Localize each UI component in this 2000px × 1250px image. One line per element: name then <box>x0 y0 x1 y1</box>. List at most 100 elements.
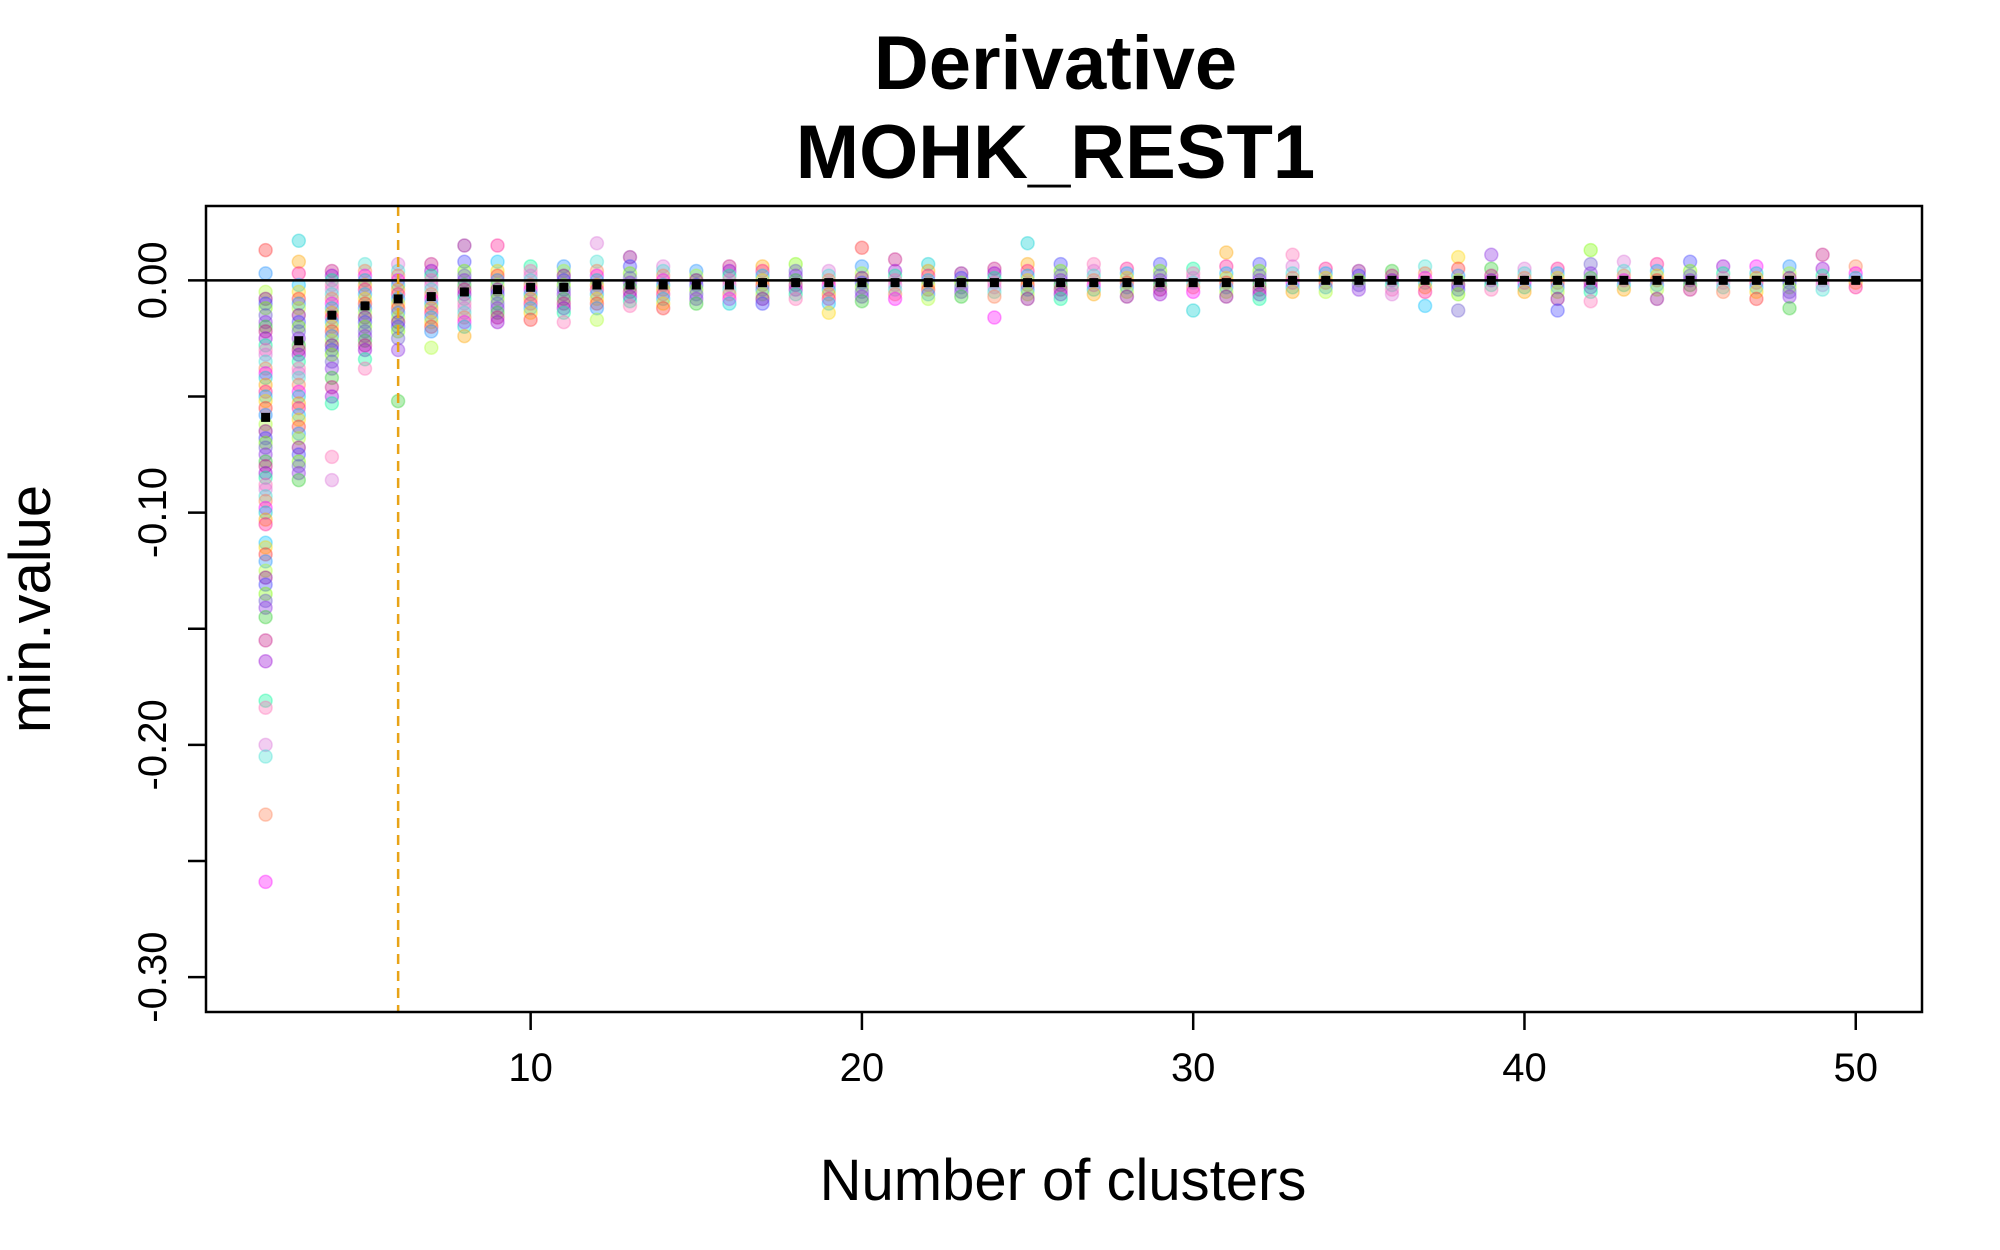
mean-marker-k25 <box>1023 278 1033 288</box>
mean-marker-k4 <box>327 310 337 320</box>
data-point-k21-7 <box>887 291 903 307</box>
mean-marker-k32 <box>1254 278 1264 288</box>
data-point-k11-7 <box>556 291 572 307</box>
data-point-k32-7 <box>1252 291 1267 307</box>
data-point-k2-1 <box>258 266 273 281</box>
mean-marker-k21 <box>890 278 900 288</box>
data-point-k3-4 <box>291 284 307 300</box>
data-point-k25-7 <box>1020 287 1035 302</box>
data-point-k3-18 <box>291 365 307 381</box>
data-point-k48-6 <box>1782 289 1797 304</box>
data-point-k4-19 <box>324 354 340 369</box>
data-point-k18-0 <box>788 256 803 272</box>
data-point-k3-29 <box>291 431 307 446</box>
data-point-k19-6 <box>821 291 837 307</box>
mean-marker-k24 <box>989 278 999 288</box>
mean-marker-k8 <box>459 287 469 297</box>
data-point-k2-52 <box>258 609 273 625</box>
data-point-k10-10 <box>523 305 538 321</box>
data-point-k10-8 <box>523 296 538 311</box>
data-point-k14-7 <box>655 291 671 307</box>
data-point-k19-0 <box>821 263 837 279</box>
data-point-k2-26 <box>258 431 273 446</box>
data-point-k2-5 <box>258 300 273 316</box>
data-point-k2-45 <box>258 554 273 569</box>
data-point-k5-16 <box>357 333 373 348</box>
mean-marker-k27 <box>1089 278 1099 288</box>
data-point-k20-0 <box>854 240 870 256</box>
mean-marker-k10 <box>526 282 536 292</box>
data-point-k10-2 <box>523 268 538 283</box>
data-point-k16-0 <box>722 259 737 274</box>
mean-marker-k47 <box>1751 275 1761 285</box>
mean-marker-k12 <box>592 280 602 290</box>
data-point-k2-8 <box>258 319 273 335</box>
data-point-k5-14 <box>357 324 373 339</box>
mean-marker-k45 <box>1685 275 1695 285</box>
data-point-k5-0 <box>357 256 373 272</box>
data-point-k9-12 <box>490 310 505 325</box>
data-point-k11-11 <box>556 314 572 330</box>
mean-marker-k18 <box>791 278 801 288</box>
data-point-k4-7 <box>324 296 340 311</box>
data-point-k12-1 <box>589 254 605 269</box>
data-point-k14-9 <box>655 300 671 316</box>
y-tick-label-4: -0.20 <box>131 699 175 790</box>
data-point-k8-3 <box>457 268 472 283</box>
data-point-k2-20 <box>258 389 273 404</box>
data-point-k17-1 <box>755 263 770 279</box>
mean-marker-k50 <box>1851 275 1861 285</box>
x-axis-label: Number of clusters <box>820 1148 1307 1213</box>
y-tick-label-2: -0.10 <box>131 467 175 558</box>
data-point-k9-1 <box>490 254 505 269</box>
data-point-k2-30 <box>258 454 273 469</box>
mean-marker-k13 <box>625 280 635 290</box>
data-point-k49-1 <box>1815 261 1830 276</box>
data-point-k12-0 <box>589 235 605 251</box>
mean-marker-k48 <box>1784 275 1794 285</box>
data-point-k17-6 <box>755 287 770 302</box>
y-tick-label-6: -0.30 <box>131 932 175 1023</box>
data-point-k23-5 <box>954 289 969 304</box>
data-point-k38-6 <box>1450 287 1466 302</box>
data-point-k38-7 <box>1450 303 1466 318</box>
x-tick-label-30: 30 <box>1171 1046 1216 1090</box>
data-point-k8-2 <box>457 263 472 279</box>
data-point-k2-57 <box>258 737 273 753</box>
data-point-k48-0 <box>1782 259 1797 274</box>
data-point-k7-0 <box>424 256 439 272</box>
data-point-k2-25 <box>258 424 273 439</box>
data-point-k11-10 <box>556 305 572 321</box>
data-point-k13-1 <box>622 259 638 274</box>
mean-marker-k28 <box>1122 278 1132 288</box>
data-point-k31-7 <box>1219 289 1234 304</box>
data-point-k5-2 <box>357 268 373 283</box>
y-axis: 0.00 -0.10 -0.20 -0.30 <box>131 241 206 1023</box>
data-point-k3-1 <box>291 254 307 269</box>
x-tick-label-50: 50 <box>1833 1046 1878 1090</box>
data-point-k3-24 <box>291 400 307 416</box>
data-point-k3-17 <box>291 361 307 376</box>
data-point-k27-6 <box>1086 287 1102 302</box>
data-point-k33-6 <box>1285 284 1300 300</box>
data-point-k27-1 <box>1086 263 1102 279</box>
data-point-k17-8 <box>755 296 770 311</box>
mean-marker-k3 <box>294 336 304 346</box>
data-point-k3-9 <box>291 314 307 330</box>
data-point-k2-10 <box>258 331 273 346</box>
data-point-k2-50 <box>258 593 273 609</box>
data-point-k5-20 <box>357 361 373 376</box>
data-point-k29-6 <box>1152 287 1168 302</box>
data-point-k3-31 <box>291 447 307 462</box>
data-point-k3-7 <box>291 300 307 316</box>
mean-marker-k49 <box>1818 275 1828 285</box>
data-point-k32-0 <box>1252 256 1267 272</box>
data-point-k2-43 <box>258 540 273 555</box>
x-tick-label-10: 10 <box>508 1046 553 1090</box>
data-point-k2-34 <box>258 477 273 492</box>
data-point-k7-13 <box>424 319 439 335</box>
mean-marker-k14 <box>658 280 668 290</box>
mean-marker-k42 <box>1586 275 1596 285</box>
data-point-k4-3 <box>324 277 340 293</box>
data-point-k26-1 <box>1053 263 1068 279</box>
